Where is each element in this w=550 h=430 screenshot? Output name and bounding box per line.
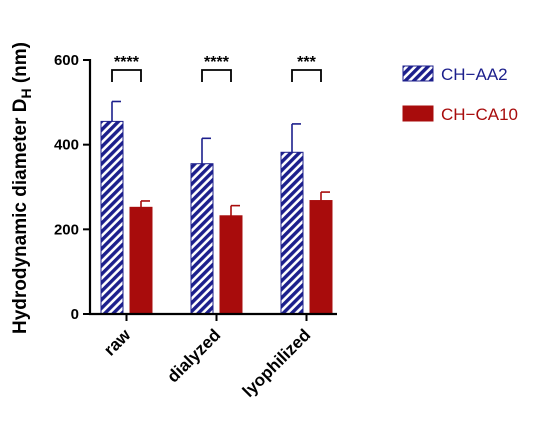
significance-label: **** bbox=[114, 54, 140, 71]
y-tick-label: 600 bbox=[54, 52, 79, 69]
legend-swatch-aa2 bbox=[402, 65, 434, 82]
significance-brackets: **** **** *** bbox=[111, 54, 322, 82]
significance-label: **** bbox=[204, 54, 230, 71]
bar-lyophilized-ca10 bbox=[309, 200, 333, 315]
bars bbox=[100, 120, 333, 315]
significance-bracket bbox=[111, 69, 142, 82]
legend-label-aa2: CH−AA2 bbox=[441, 65, 508, 84]
significance-bracket bbox=[201, 69, 232, 82]
significance-label: *** bbox=[297, 54, 316, 71]
category-label-dialyzed: dialyzed bbox=[163, 325, 224, 386]
x-axis-categories: raw dialyzed lyophilized bbox=[100, 314, 314, 401]
y-axis-label: Hydrodynamic diameter DH (nm) bbox=[10, 42, 34, 334]
bar-dialyzed-aa2 bbox=[190, 163, 214, 315]
y-axis-ticks: 0 200 400 600 bbox=[54, 52, 90, 323]
y-tick-label: 0 bbox=[71, 306, 79, 323]
y-tick-label: 200 bbox=[54, 221, 79, 238]
bar-dialyzed-ca10 bbox=[219, 215, 243, 315]
legend: CH−AA2 CH−CA10 bbox=[402, 65, 518, 124]
category-label-lyophilized: lyophilized bbox=[239, 325, 315, 401]
y-tick-label: 400 bbox=[54, 137, 79, 154]
legend-label-ca10: CH−CA10 bbox=[441, 105, 518, 124]
bar-raw-ca10 bbox=[129, 206, 153, 315]
bar-raw-aa2 bbox=[100, 120, 124, 315]
bar-lyophilized-aa2 bbox=[280, 151, 304, 315]
significance-bracket bbox=[291, 69, 322, 82]
error-bars bbox=[111, 100, 330, 216]
category-label-raw: raw bbox=[100, 325, 135, 360]
legend-swatch-ca10 bbox=[402, 105, 434, 122]
